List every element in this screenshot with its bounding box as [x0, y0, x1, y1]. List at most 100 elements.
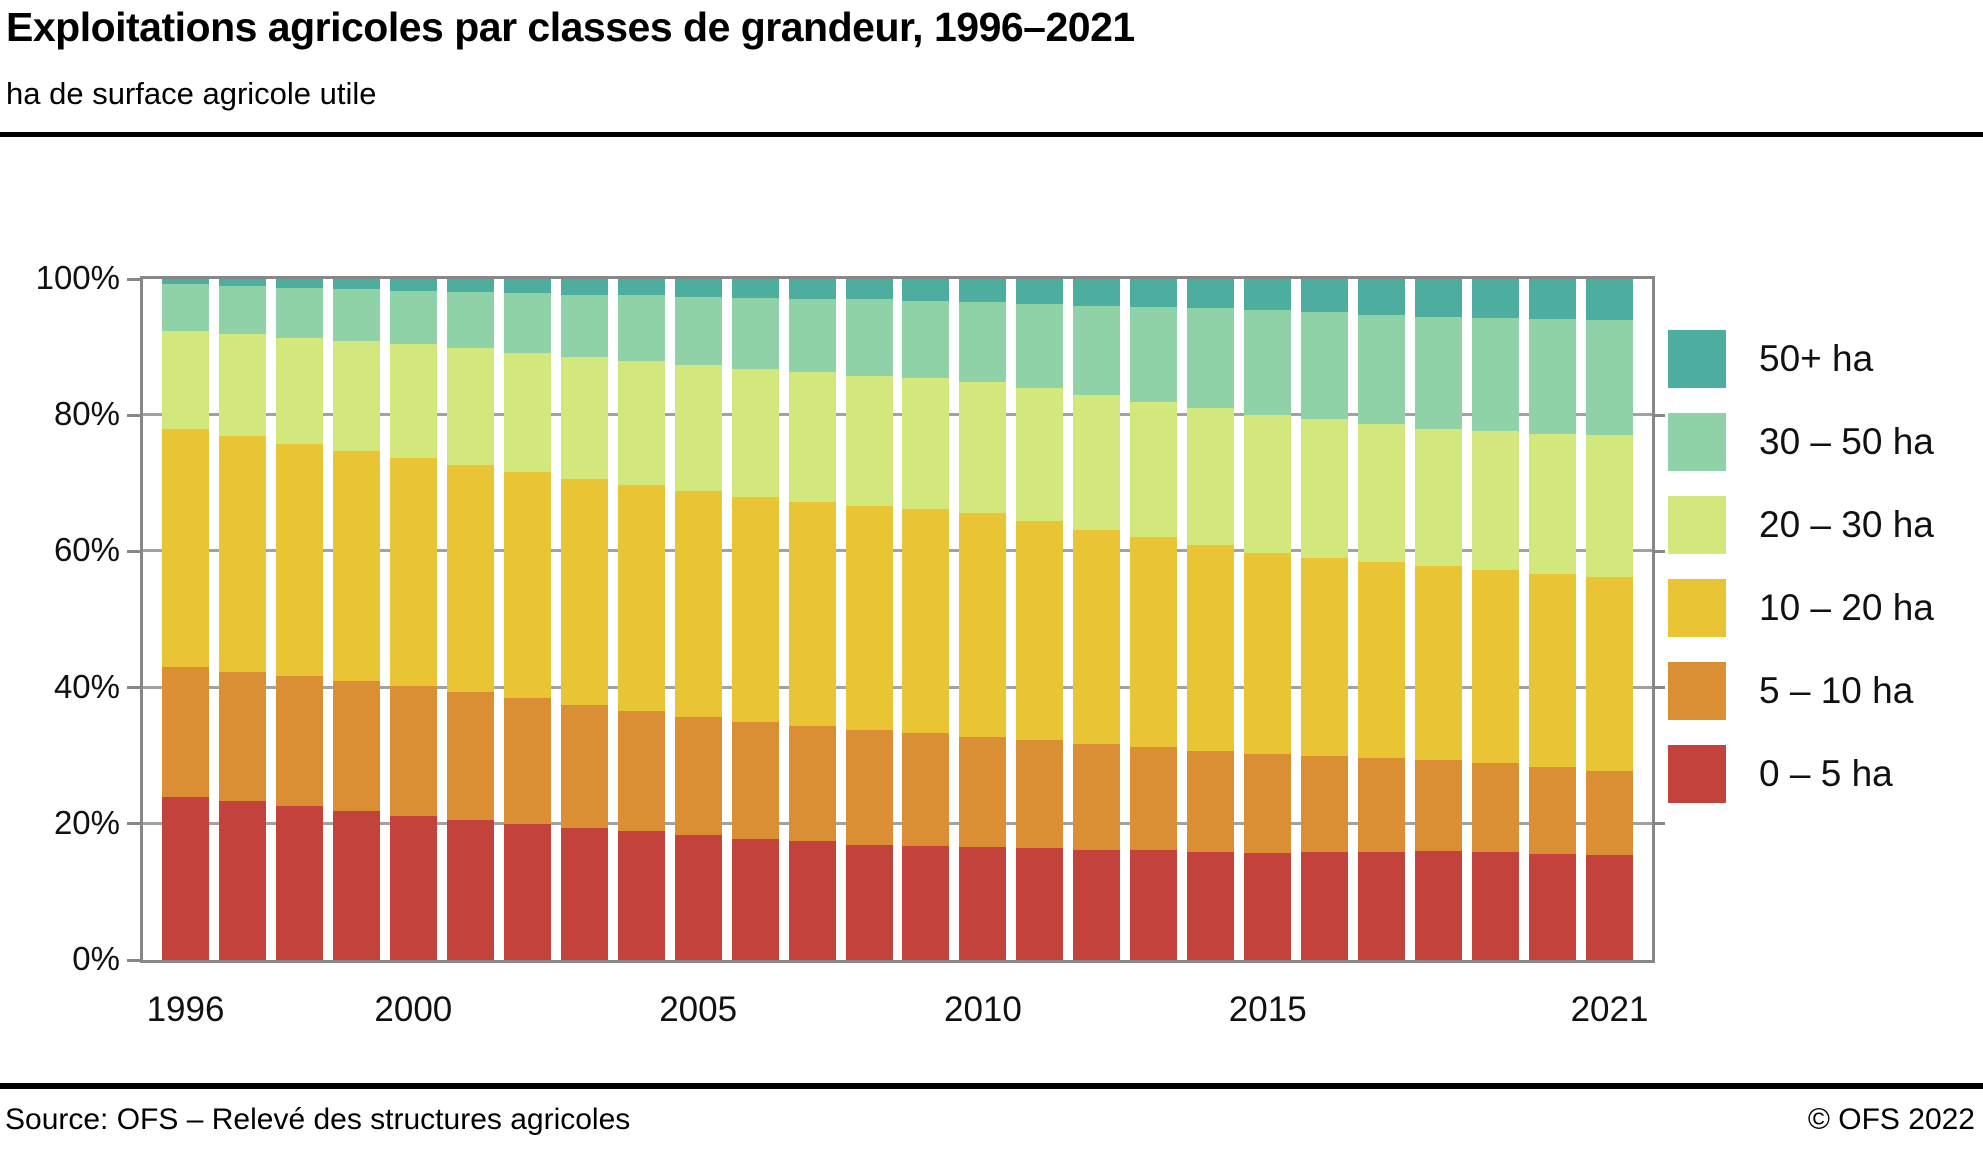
- segment-0–5ha-2019: [1472, 852, 1520, 960]
- header-divider: [0, 132, 1983, 137]
- segment-5–10ha-2015: [1244, 754, 1292, 854]
- segment-50+ha-2009: [902, 279, 950, 301]
- legend-swatch: [1668, 579, 1726, 637]
- segment-30–50ha-2007: [788, 298, 836, 373]
- y-tick-0: [127, 958, 140, 962]
- segment-20–30ha-2007: [788, 372, 836, 502]
- segment-30–50ha-2013: [1130, 306, 1178, 402]
- segment-20–30ha-2021: [1586, 434, 1633, 577]
- segment-20–30ha-2012: [1073, 395, 1121, 530]
- segment-10–20ha-1997: [218, 436, 266, 672]
- segment-30–50ha-2015: [1244, 310, 1292, 416]
- segment-0–5ha-2002: [503, 823, 551, 960]
- bar-2017: [1358, 279, 1406, 960]
- legend-label: 0 – 5 ha: [1759, 753, 1893, 794]
- segment-0–5ha-2017: [1358, 851, 1406, 960]
- segment-20–30ha-2001: [446, 348, 494, 465]
- bar-1998: [275, 279, 323, 960]
- y-tick-right-40: [1655, 686, 1665, 690]
- segment-50+ha-2005: [674, 279, 722, 297]
- legend-item-10–20ha: 10 – 20 ha: [1668, 579, 1934, 637]
- segment-5–10ha-2002: [503, 698, 551, 824]
- segment-0–5ha-1996: [162, 796, 209, 960]
- bar-1996: [162, 279, 209, 960]
- segment-50+ha-2013: [1130, 279, 1178, 307]
- y-tick-right-60: [1655, 549, 1665, 553]
- segment-50+ha-2002: [503, 279, 551, 294]
- segment-10–20ha-2016: [1301, 557, 1349, 757]
- y-axis-label-0: 0%: [72, 940, 120, 977]
- segment-30–50ha-2010: [959, 302, 1007, 382]
- segment-10–20ha-2006: [731, 496, 779, 722]
- segment-0–5ha-2010: [959, 846, 1007, 960]
- segment-10–20ha-2007: [788, 501, 836, 726]
- y-tick-80: [127, 413, 140, 417]
- legend-item-5–10ha: 5 – 10 ha: [1668, 662, 1934, 720]
- bar-2012: [1073, 279, 1121, 960]
- bar-2001: [446, 279, 494, 960]
- legend-label: 10 – 20 ha: [1759, 587, 1934, 628]
- segment-5–10ha-1996: [162, 667, 209, 797]
- segment-30–50ha-2012: [1073, 305, 1121, 396]
- segment-10–20ha-2018: [1415, 566, 1463, 760]
- segment-0–5ha-2014: [1187, 851, 1235, 960]
- segment-5–10ha-2019: [1472, 763, 1520, 853]
- segment-50+ha-2008: [845, 279, 893, 300]
- segment-0–5ha-2020: [1529, 853, 1577, 960]
- segment-50+ha-2017: [1358, 279, 1406, 316]
- bar-2003: [560, 279, 608, 960]
- segment-5–10ha-2009: [902, 733, 950, 846]
- segment-50+ha-2004: [617, 279, 665, 296]
- footer-divider: [0, 1083, 1983, 1089]
- segment-0–5ha-2018: [1415, 850, 1463, 960]
- bar-2019: [1472, 279, 1520, 960]
- segment-30–50ha-2003: [560, 294, 608, 357]
- segment-10–20ha-2015: [1244, 553, 1292, 755]
- segment-10–20ha-1996: [162, 428, 209, 668]
- segment-0–5ha-2021: [1586, 855, 1633, 960]
- segment-20–30ha-2008: [845, 375, 893, 507]
- segment-50+ha-2000: [389, 279, 437, 291]
- bar-2005: [674, 279, 722, 960]
- y-tick-20: [127, 822, 140, 826]
- segment-5–10ha-2004: [617, 710, 665, 832]
- segment-20–30ha-2011: [1016, 387, 1064, 522]
- y-axis-label-40: 40%: [53, 667, 120, 705]
- segment-20–30ha-1999: [332, 340, 380, 451]
- segment-5–10ha-2017: [1358, 757, 1406, 852]
- bar-2009: [902, 279, 950, 960]
- segment-5–10ha-2001: [446, 691, 494, 820]
- segment-30–50ha-2017: [1358, 315, 1406, 425]
- legend-swatch: [1668, 330, 1726, 388]
- segment-20–30ha-2018: [1415, 428, 1463, 567]
- bar-2007: [788, 279, 836, 960]
- gridline-60: [143, 549, 1652, 553]
- legend-label: 30 – 50 ha: [1759, 421, 1934, 462]
- segment-30–50ha-1996: [162, 284, 209, 331]
- segment-30–50ha-2011: [1016, 303, 1064, 388]
- segment-10–20ha-1999: [332, 450, 380, 681]
- segment-5–10ha-2005: [674, 716, 722, 836]
- bar-2006: [731, 279, 779, 960]
- copyright-note: © OFS 2022: [1807, 1103, 1975, 1136]
- segment-10–20ha-2003: [560, 478, 608, 705]
- segment-30–50ha-2016: [1301, 312, 1349, 420]
- segment-10–20ha-2017: [1358, 561, 1406, 758]
- segment-10–20ha-2005: [674, 491, 722, 717]
- segment-50+ha-2012: [1073, 279, 1121, 306]
- segment-0–5ha-2011: [1016, 848, 1064, 960]
- segment-20–30ha-2006: [731, 368, 779, 497]
- segment-20–30ha-2009: [902, 378, 950, 510]
- bar-2013: [1130, 279, 1178, 960]
- segment-30–50ha-2000: [389, 290, 437, 345]
- x-axis-label-2015: 2015: [1228, 990, 1307, 1029]
- segment-50+ha-2016: [1301, 279, 1349, 313]
- x-axis-label-2010: 2010: [944, 990, 1022, 1029]
- segment-10–20ha-2010: [959, 513, 1007, 737]
- segment-30–50ha-2006: [731, 298, 779, 369]
- segment-50+ha-2021: [1586, 279, 1633, 320]
- y-axis-label-100: 100%: [35, 259, 120, 296]
- segment-0–5ha-2012: [1073, 849, 1121, 960]
- segment-5–10ha-2013: [1130, 746, 1178, 851]
